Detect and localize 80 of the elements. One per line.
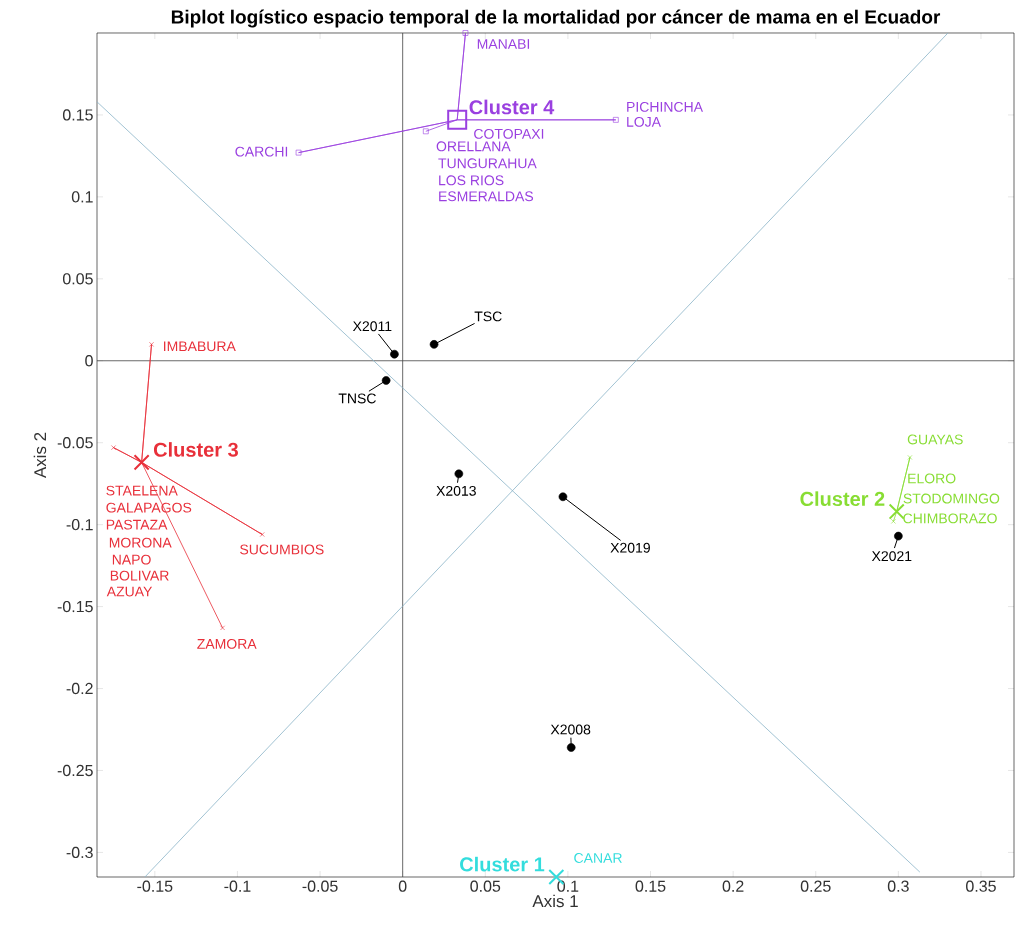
y-tick-label: -0.05	[57, 437, 93, 449]
x-tick-label: 0.1	[557, 880, 579, 892]
annotation: X2008	[550, 724, 591, 735]
annotation: ELORO	[908, 473, 956, 484]
point	[613, 117, 619, 123]
annotation: CHIMBORAZO	[903, 513, 997, 524]
point	[149, 341, 154, 347]
point	[429, 340, 439, 349]
annotation: MANABI	[477, 39, 530, 49]
x-tick-label: 0.05	[470, 880, 501, 892]
annotation: CANAR	[574, 853, 622, 863]
y-tick-label: 0.05	[62, 273, 93, 285]
annotation: GUAYAS	[907, 434, 963, 445]
annotation: ORELLANA	[436, 141, 511, 152]
y-tick-label: -0.3	[66, 846, 93, 859]
point	[259, 532, 265, 537]
chart-title: Biplot logístico espacio temporal de la mortalidad por cáncer de mama en el Ecuador	[171, 9, 941, 28]
annotation: GALAPAGOS	[106, 502, 192, 513]
y-tick-label: 0.15	[62, 109, 93, 121]
point	[907, 455, 913, 460]
annotation: PASTAZA	[106, 519, 168, 530]
point	[423, 128, 429, 135]
point	[133, 454, 150, 471]
x-tick-label: 0.25	[800, 880, 831, 892]
x-tick-label: 0.35	[966, 880, 996, 892]
point	[111, 445, 116, 451]
point	[566, 743, 576, 752]
y-tick-label: -0.2	[66, 682, 93, 695]
annotation: ZAMORA	[197, 638, 257, 649]
series-label: Cluster 2	[800, 491, 885, 507]
x-tick-label: 0	[398, 880, 407, 892]
x-tick-label: -0.05	[302, 880, 338, 892]
annotation: STAELENA	[106, 485, 178, 496]
annotation: X2011	[352, 321, 392, 332]
point	[454, 469, 464, 479]
x-tick-label: -0.1	[224, 880, 251, 892]
annotation: IMBABURA	[164, 341, 236, 352]
x-tick-label: -0.15	[137, 880, 173, 892]
annotation: AZUAY	[106, 586, 153, 597]
annotation: TSC	[474, 311, 502, 322]
annotation: ESMERALDAS	[439, 191, 534, 202]
annotation: TUNGURAHUA	[438, 158, 537, 169]
y-tick-label: -0.15	[57, 600, 93, 613]
annotation: MORONA	[109, 537, 172, 548]
annotation: COTOPAXI	[474, 128, 544, 139]
y-tick-label: -0.1	[66, 518, 93, 531]
point	[890, 518, 896, 524]
point	[558, 492, 568, 502]
y-tick-label: 0	[85, 355, 93, 367]
annotation: X2013	[436, 485, 476, 496]
annotation: TNSC	[338, 393, 376, 404]
point	[390, 349, 399, 359]
y-axis-title: Axis 2	[33, 432, 47, 479]
annotation: PICHINCHA	[627, 101, 703, 112]
point	[220, 625, 225, 631]
annotation: LOJA	[627, 116, 661, 127]
series-label: Cluster 1	[460, 856, 545, 872]
line-series	[295, 30, 619, 156]
x-axis-title: Axis 1	[532, 894, 578, 908]
annotation: STODOMINGO	[903, 493, 1000, 504]
series-label: Cluster 3	[153, 442, 238, 457]
x-tick-label: 0.2	[722, 880, 744, 892]
y-tick-label: 0.1	[71, 191, 93, 203]
annotation: LOS RIOS	[439, 175, 504, 186]
point	[447, 109, 468, 130]
point	[295, 149, 302, 156]
annotation: CARCHI	[235, 146, 288, 157]
point	[462, 30, 469, 36]
point	[381, 376, 391, 385]
x-tick-label: 0.15	[635, 880, 666, 892]
annotation: X2019	[610, 542, 650, 553]
annotation: BOLIVAR	[110, 570, 169, 581]
y-tick-label: -0.25	[57, 764, 93, 777]
annotation: X2021	[871, 551, 912, 562]
annotation: SUCUMBIOS	[240, 544, 324, 555]
point	[888, 503, 905, 520]
x-tick-label: 0.3	[887, 880, 909, 892]
point	[894, 531, 903, 541]
series-label: Cluster 4	[469, 99, 555, 115]
annotation: NAPO	[112, 554, 151, 565]
